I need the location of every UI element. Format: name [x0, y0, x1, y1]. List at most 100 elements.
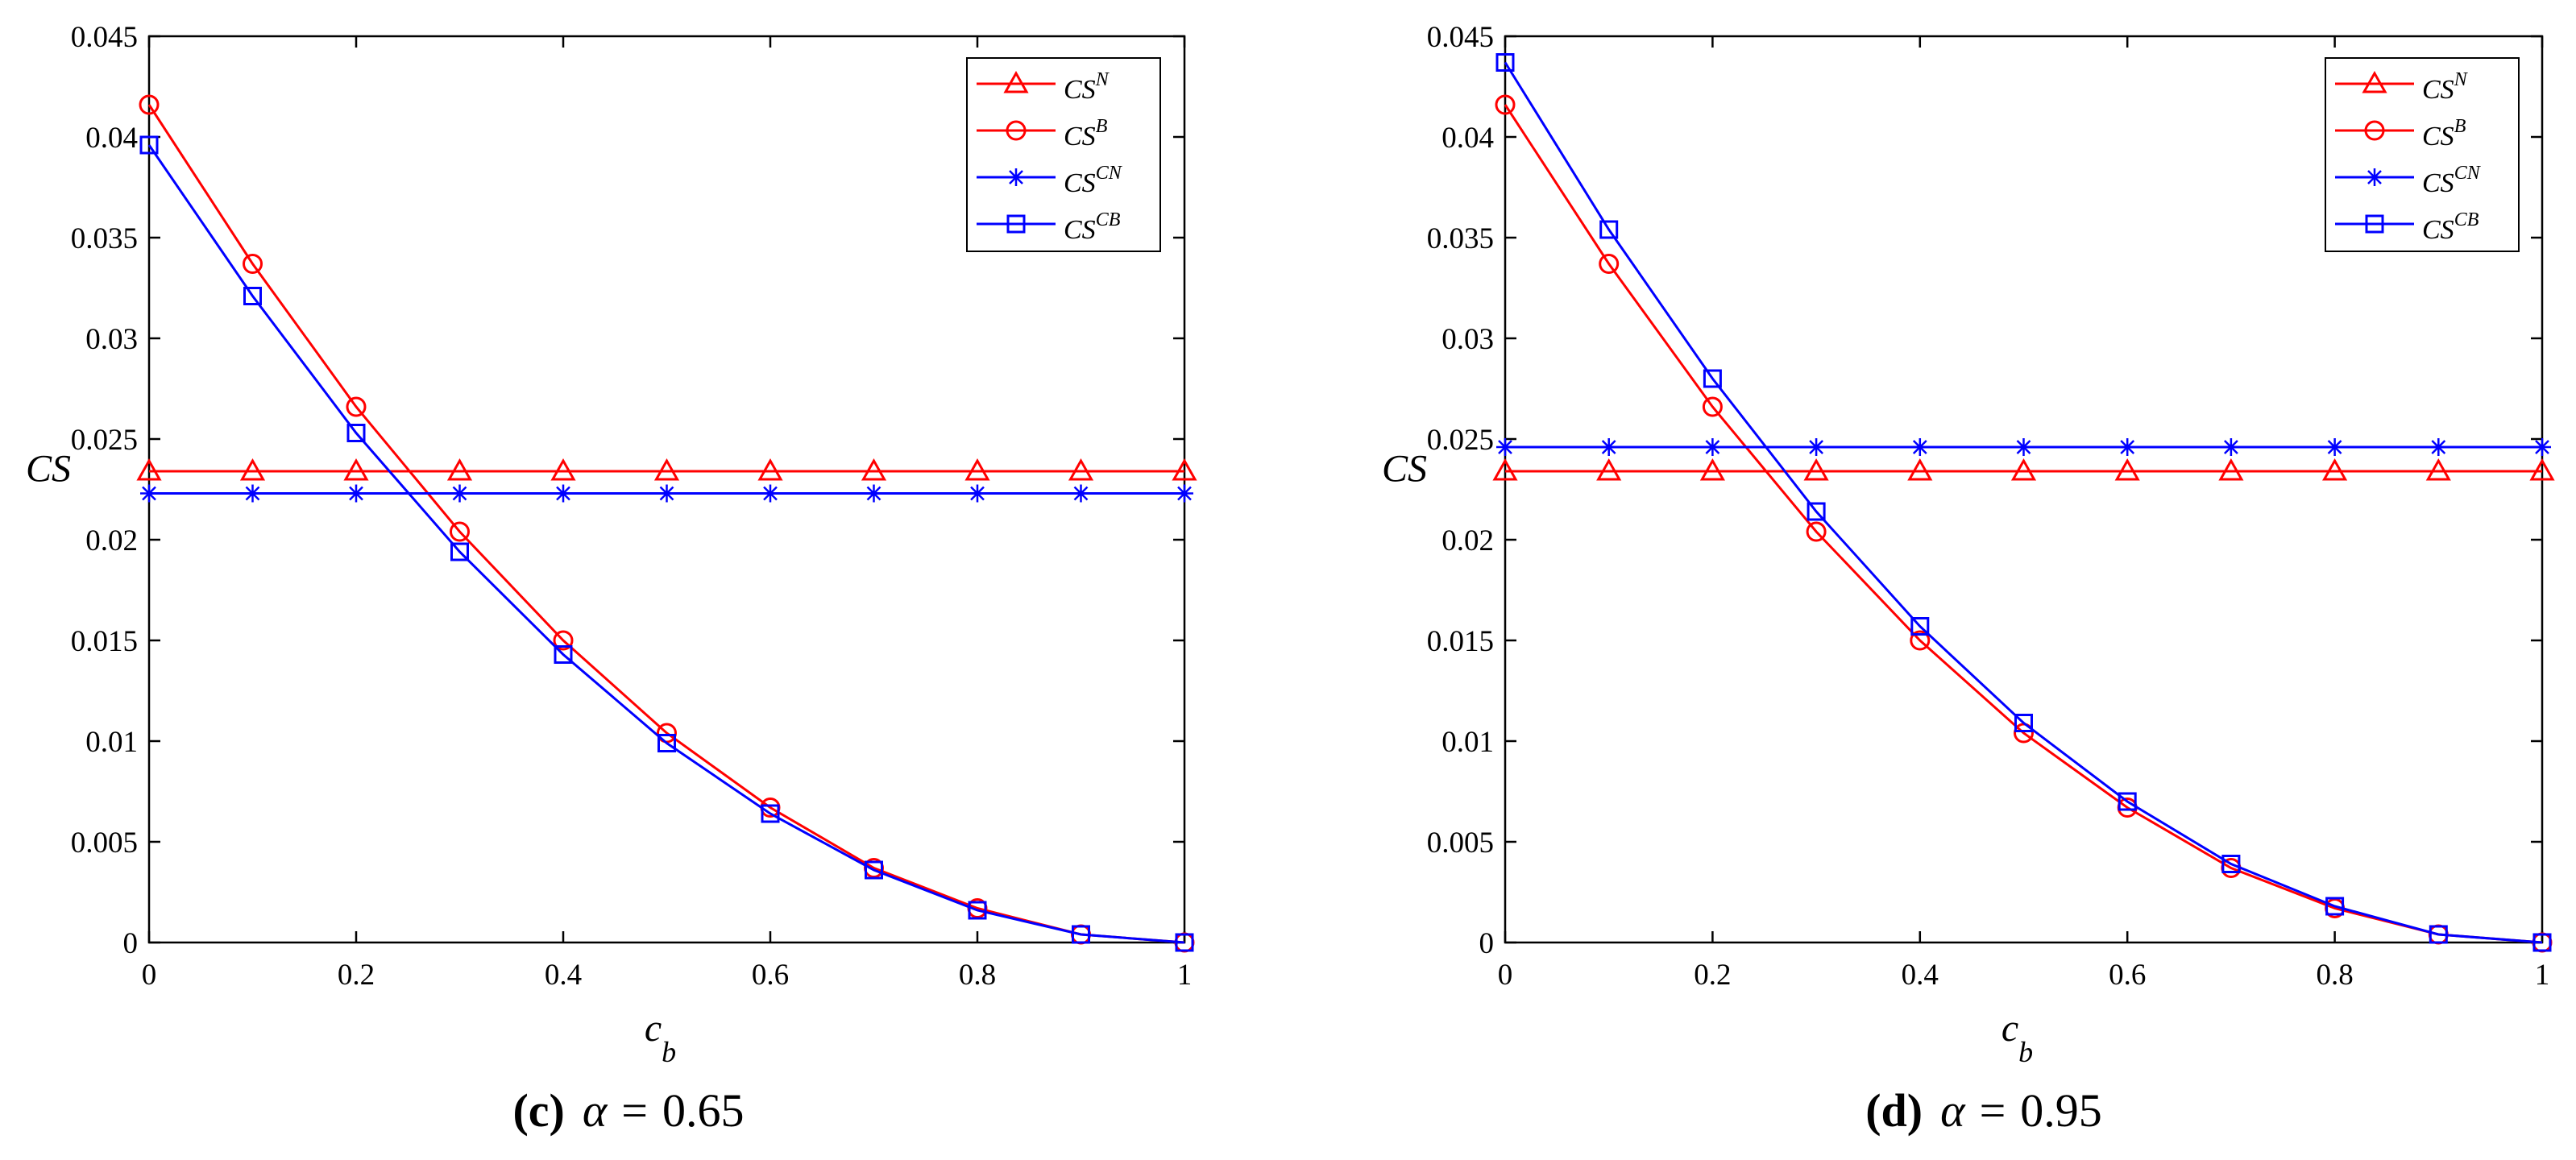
- data-point: [968, 901, 987, 920]
- legend-label: CSCN: [1064, 163, 1123, 198]
- y-tick-label: 0.02: [85, 524, 138, 557]
- data-point: [1910, 630, 1931, 651]
- data-point: [136, 458, 162, 481]
- y-tick-label: 0.01: [1441, 726, 1494, 759]
- x-axis-label-subscript: b: [662, 1036, 676, 1068]
- data-point: [450, 521, 470, 542]
- caption-symbol: α: [1940, 1084, 1966, 1137]
- chart-panel-c: 0 0.2 0.4 0.6 0.8 1 0 0.005 0.01 0.015 0.02 0.025 0.…: [26, 21, 1197, 1137]
- legend-label-base: CS: [2422, 215, 2454, 245]
- data-point: [1910, 617, 1930, 636]
- data-point: [761, 484, 779, 503]
- data-point: [1495, 94, 1516, 115]
- data-point: [243, 484, 262, 503]
- legend-label: CSB: [2422, 116, 2466, 151]
- y-tick-label: 0.02: [1441, 524, 1494, 557]
- legend-label-superscript: CB: [2454, 209, 2479, 230]
- data-point: [2533, 438, 2551, 456]
- data-point: [553, 630, 574, 651]
- data-point: [554, 484, 572, 503]
- y-tick-label: 0.015: [71, 625, 138, 658]
- data-point: [1910, 438, 1929, 456]
- legend-item: CSCB: [2335, 209, 2479, 245]
- data-point: [2532, 933, 2552, 952]
- data-point: [139, 94, 160, 115]
- data-point: [1496, 438, 1514, 456]
- data-point: [2218, 458, 2244, 481]
- y-tick-label: 0.045: [1427, 21, 1494, 54]
- data-point: [2322, 458, 2348, 481]
- series-cs-n: [136, 458, 1197, 481]
- x-tick-label: 0.8: [959, 959, 996, 992]
- series-cs-n: [1492, 458, 2555, 481]
- data-point: [1072, 925, 1090, 944]
- data-point: [1072, 484, 1090, 503]
- data-point: [2114, 458, 2140, 481]
- legend-label-superscript: B: [1096, 116, 1108, 137]
- data-point: [243, 254, 263, 274]
- series-line: [147, 144, 1185, 944]
- y-tick-label: 0.01: [85, 726, 138, 759]
- data-point: [964, 458, 990, 481]
- data-point: [1803, 458, 1829, 481]
- data-point: [1492, 458, 1518, 481]
- data-point: [2014, 714, 2033, 732]
- legend-box: [966, 57, 1161, 252]
- legend-box: [2325, 57, 2520, 252]
- data-point: [1175, 933, 1194, 952]
- data-point: [1596, 458, 1622, 481]
- data-point: [969, 484, 986, 503]
- legend-label-superscript: CN: [1096, 163, 1123, 184]
- legend-item: CSCN: [977, 163, 1123, 198]
- data-point: [2014, 438, 2033, 456]
- legend-label: CSN: [2422, 69, 2469, 105]
- data-point: [2118, 438, 2137, 456]
- legend-label-base: CS: [1064, 215, 1096, 245]
- data-point: [1599, 220, 1619, 239]
- legend-label-base: CS: [1064, 168, 1096, 198]
- x-tick-label: 1: [1177, 959, 1193, 992]
- caption-equals: =: [1980, 1084, 2006, 1137]
- data-point: [1807, 502, 1826, 521]
- series-line: [1504, 104, 2543, 944]
- data-point: [657, 734, 676, 752]
- data-point: [2529, 458, 2555, 481]
- data-point: [1699, 458, 1725, 481]
- x-tick-label: 0: [1498, 959, 1513, 992]
- y-axis-label: CS: [26, 448, 71, 491]
- data-point: [1176, 484, 1193, 503]
- y-tick-label: 0.035: [71, 222, 138, 255]
- y-tick-label: 0: [1479, 927, 1495, 960]
- y-tick-label: 0.045: [71, 21, 138, 54]
- legend-label-base: CS: [2422, 122, 2454, 151]
- data-point: [1703, 438, 1722, 456]
- x-axis-label-subscript: b: [2018, 1036, 2033, 1068]
- legend-label-superscript: CN: [2454, 163, 2482, 184]
- data-point: [757, 458, 783, 481]
- series-line: [1504, 61, 2543, 944]
- x-tick-label: 0.6: [2109, 959, 2146, 992]
- legend-marker: [2362, 70, 2387, 93]
- data-point: [1907, 458, 1933, 481]
- data-point: [2010, 458, 2037, 481]
- data-point: [554, 645, 573, 664]
- legend-marker: [1003, 70, 1029, 93]
- legend-item: CSN: [977, 69, 1110, 105]
- data-point: [865, 484, 883, 503]
- data-point: [761, 804, 780, 823]
- legend-item: CSB: [2335, 116, 2466, 151]
- data-point: [446, 458, 473, 481]
- data-point: [2429, 925, 2448, 944]
- data-point: [2325, 438, 2344, 456]
- legend-label-superscript: B: [2454, 116, 2466, 137]
- data-point: [1702, 396, 1723, 417]
- plot-area-frame: [1504, 35, 2544, 944]
- data-point: [1068, 458, 1094, 481]
- legend-marker: [1006, 214, 1026, 234]
- x-tick-label: 1: [2535, 959, 2550, 992]
- data-point: [1172, 458, 1197, 481]
- x-axis-label-main: c: [2001, 1007, 2018, 1050]
- legend-item: CSCB: [977, 209, 1121, 245]
- series-line: [147, 104, 1185, 944]
- data-point: [1495, 53, 1515, 72]
